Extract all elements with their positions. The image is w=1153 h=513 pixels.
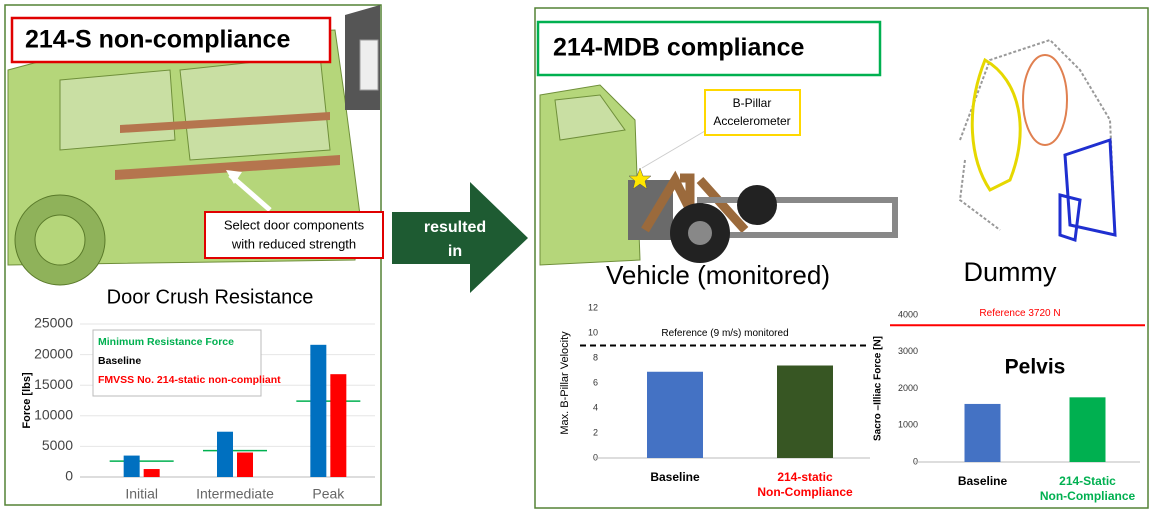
bar: [144, 469, 160, 477]
x-tick-label: Peak: [312, 486, 345, 502]
legend-entry: FMVSS No. 214-static non-compliant: [98, 374, 281, 386]
y-tick-label: 25000: [34, 315, 73, 331]
y-tick-label: 6: [593, 377, 598, 387]
x-tick-label: Baseline: [650, 470, 700, 484]
y-tick-label: 4: [593, 402, 598, 412]
arrow-label: resulted: [424, 219, 486, 236]
legend-entry: Baseline: [98, 355, 141, 367]
y-tick-label: 15000: [34, 376, 73, 392]
vehicle-heading: Vehicle (monitored): [606, 260, 830, 290]
chart-title: Pelvis: [1005, 356, 1066, 379]
y-axis-label: Sacro –Illiac Force [N]: [873, 336, 884, 441]
y-tick-label: 8: [593, 352, 598, 362]
y-tick-label: 0: [913, 456, 918, 466]
dummy-heading: Dummy: [964, 257, 1057, 287]
slide: 214-S non-compliance Select door compone…: [0, 0, 1153, 513]
left-title: 214-S non-compliance: [25, 26, 290, 54]
right-title: 214-MDB compliance: [553, 34, 805, 62]
bar: [965, 404, 1001, 462]
y-tick-label: 0: [593, 452, 598, 462]
y-tick-label: 2000: [898, 383, 918, 393]
y-tick-label: 0: [65, 468, 73, 484]
y-tick-label: 1000: [898, 420, 918, 430]
arrow: [392, 182, 528, 293]
arrow-label: in: [448, 243, 462, 260]
page: 214-S non-compliance Select door compone…: [0, 0, 1153, 513]
bar: [330, 374, 346, 477]
y-tick-label: 20000: [34, 345, 73, 361]
callout-line: Select door components: [224, 217, 365, 232]
y-tick-label: 4000: [898, 309, 918, 319]
y-tick-label: 10: [588, 327, 598, 337]
x-tick-label: Initial: [125, 486, 158, 502]
bar: [777, 366, 833, 459]
chart-title: Door Crush Resistance: [107, 286, 314, 308]
bar: [647, 372, 703, 458]
bar: [217, 432, 233, 477]
bar: [1070, 397, 1106, 462]
callout-line: with reduced strength: [231, 236, 356, 251]
x-tick-label: Baseline: [958, 474, 1008, 488]
bar: [237, 453, 253, 477]
bar: [124, 456, 140, 477]
reference-label: Reference (9 m/s) monitored: [661, 328, 788, 339]
y-tick-label: 10000: [34, 407, 73, 423]
y-tick-label: 3000: [898, 346, 918, 356]
y-axis-label: Force [lbs]: [21, 372, 33, 429]
y-axis-label: Max. B-Pillar Velocity: [559, 331, 571, 435]
bar: [310, 345, 326, 477]
callout-line: B-Pillar: [733, 96, 772, 110]
y-tick-label: 2: [593, 427, 598, 437]
callout-line: Accelerometer: [713, 114, 790, 128]
legend-entry: Minimum Resistance Force: [98, 336, 234, 348]
reference-label: Reference 3720 N: [979, 308, 1060, 319]
y-tick-label: 5000: [42, 437, 73, 453]
y-tick-label: 12: [588, 302, 598, 312]
x-tick-label: Intermediate: [196, 486, 274, 502]
